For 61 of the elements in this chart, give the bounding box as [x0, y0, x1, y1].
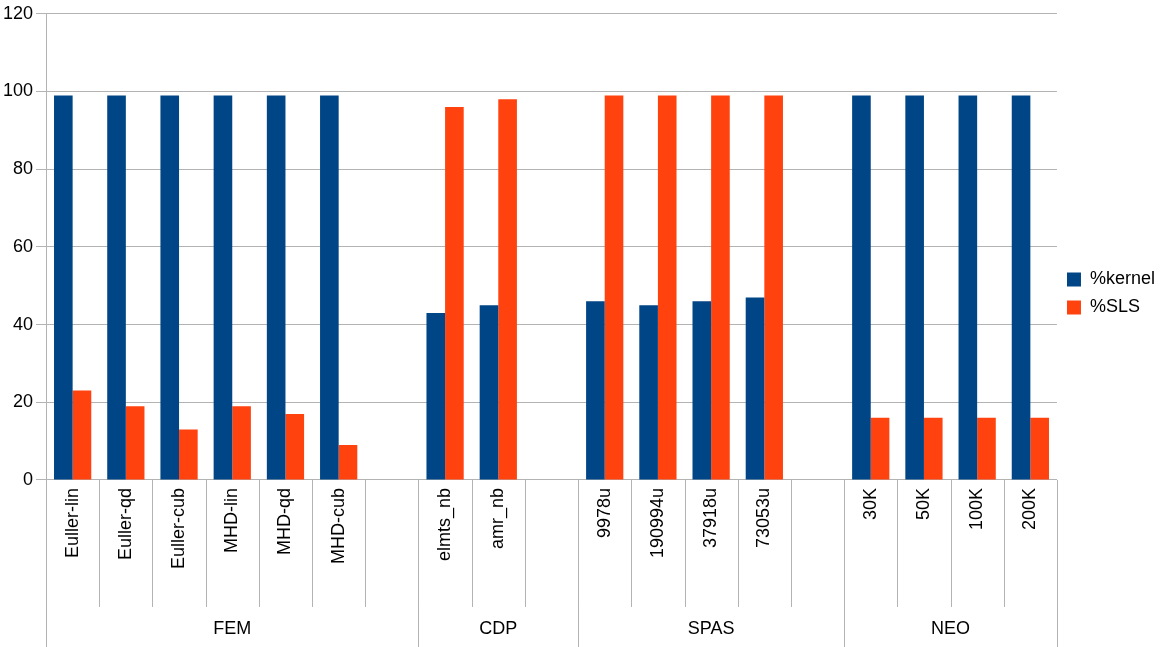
text: CDP: [479, 617, 518, 638]
x-tick-label: amr_nb: [487, 487, 509, 549]
bar: [977, 417, 996, 480]
x-tick-label: Euller-cub: [168, 487, 189, 570]
bar: [711, 95, 730, 480]
bar: [213, 95, 233, 480]
y-tick-label: 100: [2, 80, 34, 101]
bar: [125, 406, 145, 480]
bar: [498, 99, 517, 480]
bar: [232, 406, 251, 480]
x-tick-label: 190994u: [646, 487, 667, 559]
bar: [764, 95, 783, 480]
bar: [870, 417, 890, 480]
text: FEM: [213, 617, 252, 638]
y-tick-label: 0: [23, 468, 34, 489]
y-tick-label: 40: [13, 313, 34, 334]
text: SPAS: [687, 617, 735, 638]
bar: [54, 95, 73, 480]
bar: [426, 312, 446, 480]
bar: [338, 445, 358, 480]
x-tick-label: Euller-qd: [114, 487, 135, 561]
x-tick-label: 100K: [966, 487, 987, 531]
legend-label: %kernel: [1089, 268, 1155, 289]
bar: [657, 95, 677, 480]
x-tick-label: 37918u: [700, 487, 721, 549]
bar: [266, 95, 286, 480]
bar: [1011, 95, 1031, 480]
bar: [905, 95, 924, 480]
x-tick-label: 30K: [859, 487, 880, 520]
bar: [72, 390, 92, 480]
bar: [958, 95, 978, 480]
x-tick-label: MHD-lin: [221, 487, 242, 553]
x-tick-label: MHD-qd: [274, 487, 295, 555]
y-tick-label: 20: [13, 391, 34, 412]
x-tick-label: 9978u: [593, 487, 614, 539]
text: NEO: [931, 617, 971, 638]
x-tick-label: 73053u: [753, 487, 774, 549]
bar: [586, 301, 605, 480]
bar: [692, 301, 712, 480]
x-tick-label: Euller-lin: [61, 487, 82, 558]
legend-label: %SLS: [1089, 296, 1140, 317]
bar: [160, 95, 180, 480]
bar: [923, 417, 943, 480]
bar: [1030, 417, 1049, 480]
y-tick-label: 60: [13, 235, 34, 256]
bar: [285, 413, 305, 480]
y-tick-label: 80: [13, 158, 34, 179]
bar: [604, 95, 624, 480]
x-tick-label: 200K: [1019, 487, 1040, 531]
bar: [107, 95, 126, 480]
bar: [745, 297, 765, 480]
bar: [852, 95, 871, 480]
bar: [179, 429, 198, 480]
bar: [639, 305, 658, 480]
bar: [320, 95, 339, 480]
x-tick-label: 50K: [912, 487, 933, 520]
y-tick-label: 120: [2, 2, 34, 23]
x-tick-label: MHD-cub: [327, 487, 348, 564]
bar: [479, 305, 499, 480]
x-tick-label: elmts_nb: [434, 487, 456, 562]
bar: [445, 107, 464, 480]
